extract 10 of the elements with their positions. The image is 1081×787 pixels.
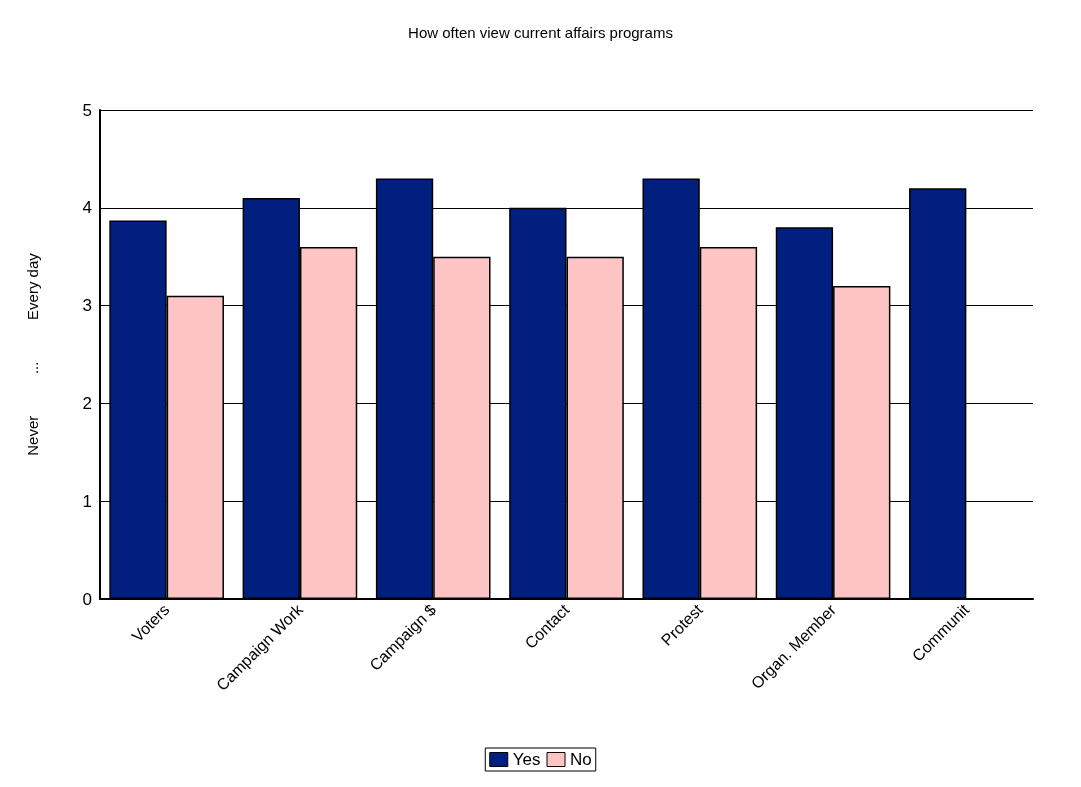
y-tick-label: 4 — [82, 198, 92, 218]
y-tick-label: 1 — [82, 491, 92, 511]
y-tick-label: 3 — [82, 296, 92, 316]
legend-label: Yes — [512, 750, 541, 769]
y-tick-label: 2 — [82, 393, 92, 413]
chart-title: How often view current affairs programs — [408, 24, 673, 41]
y-tick-label: 5 — [82, 100, 92, 120]
y-axis-title: Never ... Every day — [24, 252, 41, 456]
y-tick-label: 0 — [82, 589, 92, 609]
legend-label: No — [570, 750, 592, 769]
